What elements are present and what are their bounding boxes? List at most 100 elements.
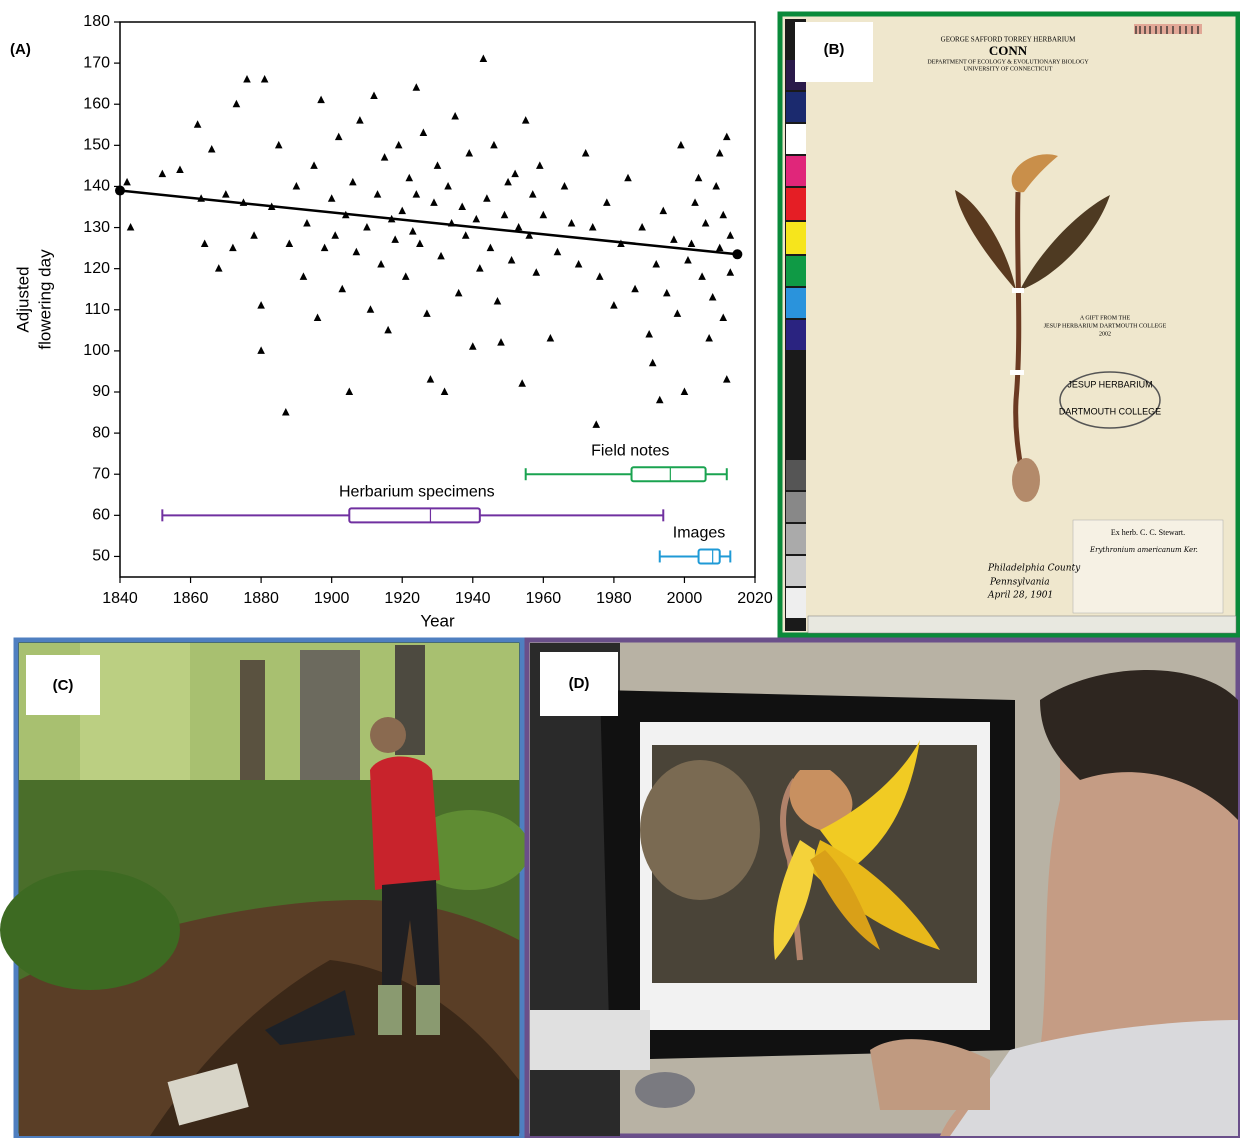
herbarium-header: UNIVERSITY OF CONNECTICUT	[964, 66, 1053, 72]
data-point	[352, 247, 361, 256]
data-point	[528, 190, 537, 198]
data-point	[292, 181, 301, 190]
data-point	[338, 284, 347, 293]
data-point	[715, 243, 724, 252]
office-scene-part	[640, 760, 760, 900]
data-point	[282, 408, 290, 416]
color-checker-part	[786, 524, 806, 554]
data-point	[708, 292, 717, 301]
y-tick-label: 150	[83, 137, 110, 154]
person-part	[378, 985, 402, 1035]
office-scene-part	[810, 840, 940, 950]
data-point	[726, 231, 735, 239]
office-scene-part	[940, 673, 1238, 1136]
trend-endpoint	[732, 249, 743, 260]
forest-scene-part	[265, 990, 355, 1045]
handwritten-note: Philadelphia County	[987, 564, 1081, 574]
panel-b: GEORGE SAFFORD TORREY HERBARIUM CONN DEP…	[777, 11, 1240, 638]
x-tick-label: 1920	[384, 590, 420, 607]
data-point	[497, 338, 505, 346]
x-tick-label: 1960	[526, 590, 562, 607]
data-point	[373, 190, 382, 198]
label-box	[26, 655, 100, 715]
data-point	[490, 140, 498, 149]
data-point	[123, 177, 131, 186]
data-point	[345, 387, 354, 395]
stamp-text: DARTMOUTH COLLEGE	[1059, 406, 1161, 416]
person-part	[370, 756, 440, 890]
data-point	[468, 342, 477, 350]
person-part	[416, 985, 440, 1035]
x-tick-label: 1880	[243, 590, 279, 607]
data-point	[486, 243, 495, 252]
box-label: Images	[673, 525, 725, 542]
data-point	[331, 231, 339, 239]
data-point	[610, 301, 618, 309]
label-box	[795, 22, 873, 82]
data-point	[631, 284, 639, 293]
data-point	[317, 95, 325, 104]
data-point	[652, 260, 661, 268]
forest-scene-part	[240, 660, 265, 800]
data-point	[394, 140, 403, 149]
data-point	[659, 206, 668, 215]
data-point	[560, 181, 569, 190]
data-point	[722, 375, 731, 383]
gift-text: JESUP HERBARIUM DARTMOUTH COLLEGE	[1044, 323, 1167, 329]
color-checker-part	[786, 92, 806, 122]
gift-text: 2002	[1099, 331, 1111, 337]
panel-label: (D)	[569, 675, 590, 692]
data-point	[638, 223, 646, 231]
y-tick-label: 80	[92, 424, 110, 441]
color-checker-part	[786, 124, 806, 154]
label-species: Erythronium americanum Ker.	[1089, 546, 1198, 554]
data-point	[349, 177, 357, 186]
forest-scene-part	[0, 870, 180, 990]
herbarium-header: DEPARTMENT OF ECOLOGY & EVOLUTIONARY BIO…	[927, 59, 1089, 65]
data-point	[715, 149, 724, 157]
data-point	[536, 161, 544, 169]
plant-specimen	[955, 154, 1110, 502]
data-point	[684, 255, 692, 264]
data-point	[176, 165, 184, 173]
panel-c: (C)	[0, 637, 530, 1138]
data-point	[430, 198, 438, 206]
data-point	[416, 239, 424, 247]
data-point	[581, 149, 590, 157]
data-point	[479, 54, 488, 62]
data-point	[229, 243, 237, 252]
data-point	[694, 173, 703, 182]
y-tick-label: 160	[83, 95, 110, 112]
color-checker-part	[786, 156, 806, 186]
data-point	[500, 210, 509, 219]
x-tick-label: 1940	[455, 590, 491, 607]
data-point	[670, 235, 678, 243]
data-point	[243, 75, 251, 83]
x-tick-label: 2020	[737, 590, 773, 607]
plant-specimen-part	[955, 190, 1016, 290]
data-point	[476, 264, 484, 272]
data-point	[260, 75, 269, 83]
y-tick-label: 180	[83, 13, 110, 30]
data-point	[327, 194, 336, 202]
data-point	[592, 420, 601, 428]
data-point	[320, 243, 329, 252]
data-point	[398, 206, 407, 215]
data-point	[698, 272, 706, 280]
person-part	[370, 717, 406, 753]
barcode	[1134, 24, 1202, 34]
barcode	[1135, 26, 1199, 34]
panel-label: (A)	[10, 41, 31, 58]
data-point	[257, 301, 265, 309]
data-point	[409, 227, 417, 235]
data-point	[313, 313, 322, 321]
data-point	[250, 231, 258, 239]
data-point	[553, 247, 562, 256]
data-point	[274, 140, 283, 149]
color-checker-part	[786, 188, 806, 220]
data-point	[377, 260, 385, 268]
data-point	[726, 268, 735, 276]
data-point	[356, 116, 364, 124]
